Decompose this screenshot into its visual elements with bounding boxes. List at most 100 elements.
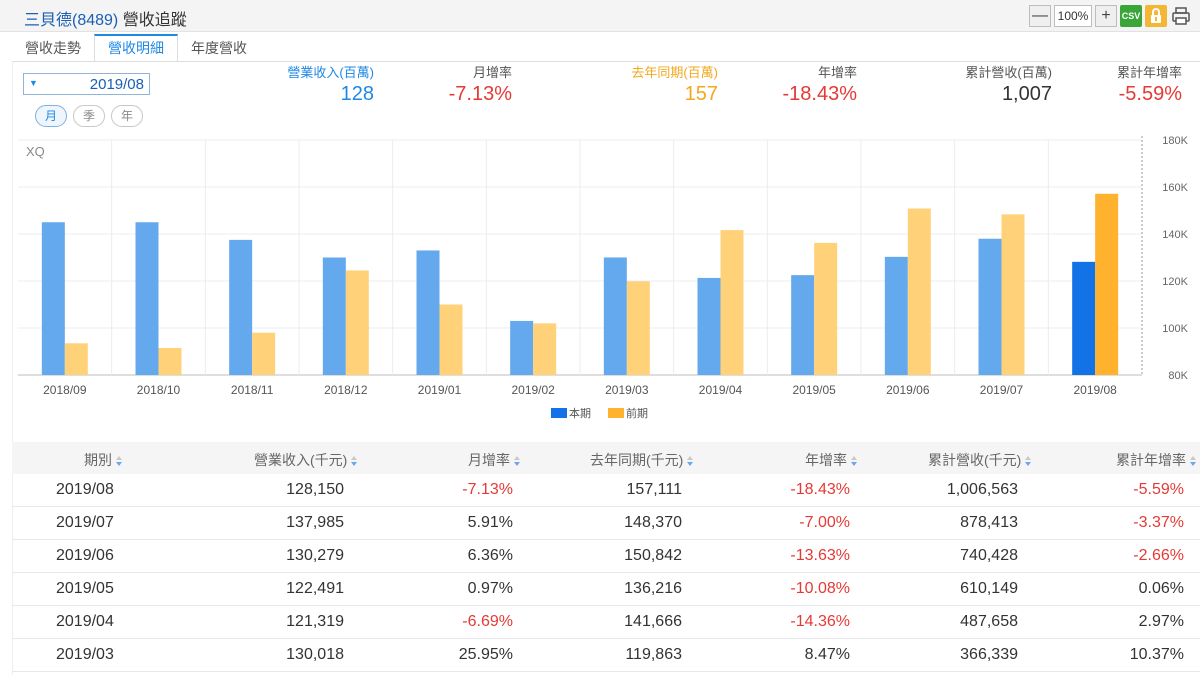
table-cell: 2019/08 — [56, 481, 136, 499]
col-header-mom[interactable]: 月增率 — [468, 450, 521, 470]
stat-cumulative-yoy: 累計年增率 -5.59% — [1080, 65, 1182, 107]
lock-button[interactable] — [1145, 5, 1167, 27]
table-cell: 128,150 — [200, 481, 344, 499]
lock-icon — [1145, 5, 1167, 27]
bar-current — [698, 278, 721, 375]
col-header-yoy[interactable]: 年增率 — [805, 450, 858, 470]
table-cell: -7.13% — [400, 481, 513, 499]
period-select-value: 2019/08 — [90, 76, 144, 93]
col-header-cumulative-yoy[interactable]: 累計年增率 — [1116, 450, 1197, 470]
col-header-last-year[interactable]: 去年同期(千元) — [590, 450, 694, 470]
legend-swatch — [551, 408, 567, 418]
table-cell: 740,428 — [880, 547, 1018, 565]
table-cell: 2019/04 — [56, 613, 136, 631]
col-header-cumulative[interactable]: 累計營收(千元) — [928, 450, 1032, 470]
table-cell: 487,658 — [880, 613, 1018, 631]
period-select[interactable]: ▼ 2019/08 — [23, 73, 150, 95]
tab-revenue-trend[interactable]: 營收走勢 — [12, 34, 94, 62]
table-cell: -6.69% — [400, 613, 513, 631]
bar-current — [136, 222, 159, 375]
table-cell: 157,111 — [560, 481, 682, 499]
stat-label: 累計營收(百萬) — [930, 65, 1052, 81]
revenue-bar-chart: 80K 100K 120K 140K 160K 180K XQ 2018/09 2018/10 2… — [0, 130, 1200, 430]
table-row[interactable]: 2019/07 137,985 5.91% 148,370 -7.00% 878,413 -… — [12, 507, 1200, 540]
csv-export-button[interactable]: CSV — [1120, 5, 1142, 27]
granularity-month-button[interactable]: 月 — [35, 105, 67, 127]
x-tick-label: 2019/02 — [511, 383, 555, 397]
tab-revenue-detail[interactable]: 營收明細 — [94, 34, 178, 62]
bar-previous — [721, 230, 744, 375]
table-cell: 5.91% — [400, 514, 513, 532]
x-tick-label: 2019/03 — [605, 383, 649, 397]
table-cell: 8.47% — [730, 646, 850, 664]
stock-name: 三貝德(8489) — [24, 12, 118, 29]
table-cell: 25.95% — [400, 646, 513, 664]
sort-icon — [1189, 456, 1197, 466]
table-row[interactable]: 2019/08 128,150 -7.13% 157,111 -18.43% 1,006,… — [12, 474, 1200, 507]
bar-current — [885, 257, 908, 375]
bar-current — [42, 222, 65, 375]
x-tick-label: 2019/06 — [886, 383, 930, 397]
table-cell: 130,018 — [200, 646, 344, 664]
bar-previous — [627, 281, 650, 375]
table-cell: 148,370 — [560, 514, 682, 532]
granularity-quarter-button[interactable]: 季 — [73, 105, 105, 127]
y-tick-label: 160K — [1162, 182, 1188, 194]
table-cell: -7.00% — [730, 514, 850, 532]
sort-icon — [686, 456, 694, 466]
table-cell: 119,863 — [560, 646, 682, 664]
table-cell: 10.37% — [1060, 646, 1184, 664]
bar-previous — [252, 333, 275, 375]
granularity-year-button[interactable]: 年 — [111, 105, 143, 127]
table-cell: 2019/07 — [56, 514, 136, 532]
sort-icon — [850, 456, 858, 466]
bar-current — [229, 240, 252, 375]
toolbar: — 100% + CSV — [1029, 5, 1192, 27]
bar-previous — [1095, 194, 1118, 375]
bar-previous — [440, 305, 463, 376]
stat-revenue: 營業收入(百萬) 128 — [260, 65, 374, 107]
sort-icon — [513, 456, 521, 466]
bar-current — [417, 250, 440, 375]
table-cell: 610,149 — [880, 580, 1018, 598]
table-cell: -14.36% — [730, 613, 850, 631]
sort-icon — [350, 456, 358, 466]
x-tick-label: 2018/10 — [137, 383, 181, 397]
stat-label: 去年同期(百萬) — [600, 65, 718, 81]
legend-swatch — [608, 408, 624, 418]
stat-label: 月增率 — [410, 65, 512, 81]
zoom-out-button[interactable]: — — [1029, 5, 1051, 27]
col-header-revenue[interactable]: 營業收入(千元) — [254, 450, 358, 470]
table-cell: -10.08% — [730, 580, 850, 598]
y-tick-label: 80K — [1168, 370, 1188, 382]
table-cell: 121,319 — [200, 613, 344, 631]
table-row[interactable]: 2019/06 130,279 6.36% 150,842 -13.63% 740,428… — [12, 540, 1200, 573]
table-row[interactable]: 2019/03 130,018 25.95% 119,863 8.47% 366,339 1… — [12, 639, 1200, 672]
table-cell: 2019/05 — [56, 580, 136, 598]
table-cell: 2019/06 — [56, 547, 136, 565]
bar-current — [1072, 262, 1095, 375]
legend-label: 前期 — [626, 406, 648, 420]
tab-annual-revenue[interactable]: 年度營收 — [178, 34, 260, 62]
bar-current — [323, 258, 346, 376]
printer-icon — [1170, 5, 1192, 27]
tab-bar: 營收走勢 營收明細 年度營收 — [12, 34, 260, 62]
chart-watermark: XQ — [26, 144, 45, 159]
dropdown-arrow-icon: ▼ — [29, 78, 38, 88]
sort-icon — [115, 456, 123, 466]
stat-cumulative: 累計營收(百萬) 1,007 — [930, 65, 1052, 107]
zoom-in-button[interactable]: + — [1095, 5, 1117, 27]
stat-value: 128 — [260, 81, 374, 107]
table-cell: -18.43% — [730, 481, 850, 499]
table-row[interactable]: 2019/04 121,319 -6.69% 141,666 -14.36% 487,65… — [12, 606, 1200, 639]
stat-mom: 月增率 -7.13% — [410, 65, 512, 107]
bar-current — [604, 257, 627, 375]
x-tick-label: 2019/08 — [1073, 383, 1117, 397]
print-button[interactable] — [1170, 5, 1192, 27]
table-row[interactable]: 2019/05 122,491 0.97% 136,216 -10.08% 610,149… — [12, 573, 1200, 606]
stat-value: -5.59% — [1080, 81, 1182, 107]
y-tick-label: 180K — [1162, 135, 1188, 147]
col-header-period[interactable]: 期別 — [84, 450, 123, 470]
app-title: 三貝德(8489) 營收追蹤 — [24, 6, 187, 30]
table-cell: 141,666 — [560, 613, 682, 631]
